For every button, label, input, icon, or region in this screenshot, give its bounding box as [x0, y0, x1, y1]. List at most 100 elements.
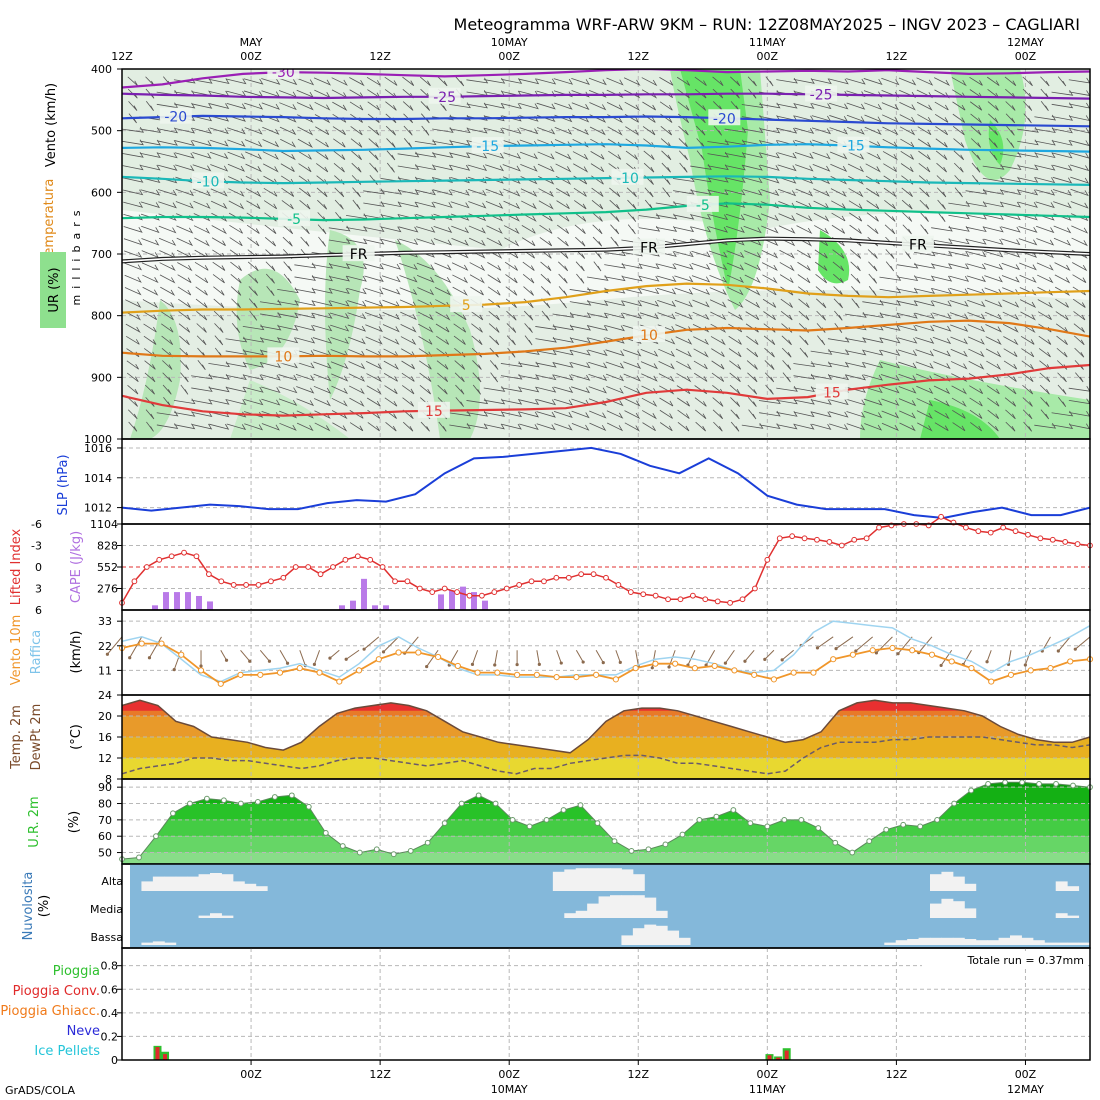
wind-barb: [862, 337, 884, 344]
wind-barb: [262, 139, 280, 148]
wind-barb: [674, 312, 693, 320]
cape-tick-label: 828: [97, 540, 118, 553]
wind-barb: [470, 286, 484, 296]
wind-barb: [951, 397, 967, 408]
wind-barb: [830, 163, 848, 172]
cloud-cell: [632, 928, 645, 945]
wind-arrow: [363, 636, 380, 650]
wind-barb: [174, 140, 195, 147]
wind-barb: [726, 250, 745, 258]
wind-arrow-head: [344, 657, 348, 661]
isotherm-label-bg: [342, 245, 375, 262]
wind-barb: [605, 325, 625, 332]
wind-barb: [899, 102, 916, 111]
wind-barb: [437, 76, 448, 87]
wind-barb: [278, 77, 298, 86]
wind-barb: [535, 349, 557, 356]
upper-air-panel: -30-25 -25-20 -20-15 -15-10 -10-5-5FR FR FR510…: [40, 63, 1091, 446]
wind-arrow-head: [834, 647, 838, 651]
wind-barb: [932, 324, 952, 332]
wind-barb: [937, 199, 946, 210]
wind-point: [711, 662, 718, 670]
wind-barb: [329, 288, 350, 294]
wind-barb: [552, 337, 574, 343]
wind-barb: [604, 312, 626, 319]
wind-barb: [673, 226, 695, 233]
wind-barb: [162, 360, 173, 370]
wind-barb: [501, 398, 523, 405]
wind-barb: [432, 139, 454, 146]
wind-barb: [812, 164, 831, 172]
cape-bars: [152, 578, 488, 610]
wind-barb: [213, 286, 225, 296]
slp-tick-label: 1016: [84, 442, 112, 455]
wind-point: [533, 671, 540, 678]
wind-barb: [400, 311, 417, 321]
wind-barb: [208, 398, 230, 405]
wind-barb: [401, 360, 415, 370]
wind-barb: [609, 187, 621, 198]
wind-barb: [436, 360, 449, 370]
wind-barb: [572, 126, 589, 136]
wind-barb: [347, 300, 367, 307]
wind-barb: [917, 114, 933, 124]
wind-barb: [518, 386, 540, 393]
cape-label: CAPE (J/kg): [69, 531, 84, 603]
wind-barb: [691, 275, 711, 283]
wind-barb: [348, 361, 366, 370]
isotherms: -30-25 -25-20 -20-15 -15-10 -10-5-5FR FR FR510…: [122, 69, 1090, 420]
wind-barb: [659, 101, 673, 111]
wind-barb: [1017, 152, 1039, 158]
wind-barb: [436, 348, 449, 358]
wind-barb: [694, 397, 707, 407]
wind-barb: [435, 323, 450, 333]
wind-tick-label: 33: [98, 615, 112, 628]
wind-barb: [316, 175, 328, 185]
wind-barb: [570, 374, 591, 381]
wind-barb: [298, 163, 312, 173]
wind-barb: [313, 385, 332, 394]
wind-barb: [657, 312, 676, 320]
wind-barb: [916, 89, 933, 99]
wind-barb: [983, 250, 1004, 258]
isotherm-label: -15: [476, 139, 499, 155]
wind-barb: [847, 151, 865, 160]
wind-barb: [191, 102, 213, 109]
wind-barb: [436, 335, 450, 345]
li-point: [528, 578, 535, 585]
li-point: [938, 513, 944, 520]
wind-barb: [815, 274, 828, 284]
wind-arrow: [962, 650, 972, 665]
wind-barb: [160, 298, 175, 308]
wind-barb: [244, 423, 264, 431]
cape-bar: [339, 605, 345, 610]
wind-barb: [472, 372, 482, 383]
wind-barb: [506, 323, 517, 333]
top-tick-label: 12Z: [627, 50, 649, 63]
li-point: [727, 599, 734, 606]
wind-barb: [846, 398, 866, 406]
cape-bar: [350, 600, 356, 610]
wind-barb: [969, 385, 984, 394]
wind-barb: [142, 274, 159, 284]
wind-barb: [625, 150, 638, 160]
temp-tick-label: 24: [98, 689, 112, 702]
cape-bar: [361, 578, 367, 610]
wind-barb: [179, 335, 190, 346]
wind-barb: [983, 226, 1004, 233]
li-point: [801, 535, 808, 542]
wind-barb: [710, 311, 727, 321]
gust-line: [121, 620, 1091, 683]
wind-barb: [641, 373, 658, 382]
wind-barb: [626, 187, 637, 198]
wind-barb: [793, 398, 815, 405]
wind-barb: [558, 273, 568, 284]
wind-barb: [538, 188, 555, 198]
wind-barb: [208, 386, 230, 393]
wind-barb: [570, 337, 591, 344]
isotherm-label-bg: [159, 107, 192, 124]
wind-point: [336, 678, 343, 685]
wind-barb: [415, 176, 437, 183]
wind-barb: [864, 126, 882, 135]
wind-barb: [970, 422, 983, 432]
